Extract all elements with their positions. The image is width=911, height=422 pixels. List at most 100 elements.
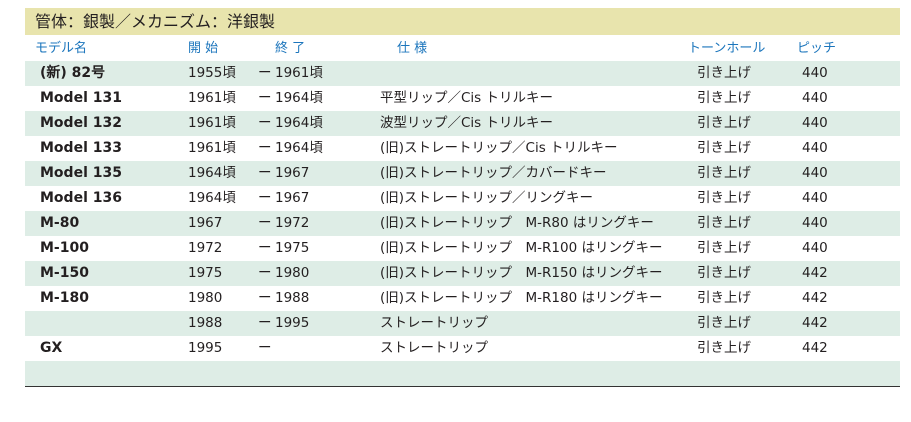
table-row: Model 131 1961頃 ー 1964頃 平型リップ／Cis トリルキー 引き上げ 4… bbox=[25, 86, 900, 111]
bottom-rule bbox=[25, 386, 900, 387]
cell-model: Model 136 bbox=[40, 190, 122, 206]
cell-start: 1972 bbox=[188, 240, 223, 256]
cell-model: Model 133 bbox=[40, 140, 122, 156]
cell-end: 1967 bbox=[275, 190, 310, 206]
cell-model: Model 135 bbox=[40, 165, 122, 181]
cell-tone: 引き上げ bbox=[697, 315, 751, 331]
cell-spec: (旧)ストレートリップ M-R80 はリングキー bbox=[380, 215, 654, 231]
cell-spec: (旧)ストレートリップ／リングキー bbox=[380, 190, 594, 206]
cell-pitch: 442 bbox=[802, 340, 828, 356]
cell-end: 1964頃 bbox=[275, 115, 323, 131]
cell-tone: 引き上げ bbox=[697, 290, 751, 306]
cell-dash: ー bbox=[258, 290, 272, 306]
cell-pitch: 440 bbox=[802, 215, 828, 231]
cell-start: 1980 bbox=[188, 290, 223, 306]
cell-dash: ー bbox=[258, 340, 272, 356]
cell-end: 1988 bbox=[275, 290, 310, 306]
cell-end: 1995 bbox=[275, 315, 310, 331]
header-tone: トーンホール bbox=[688, 41, 766, 56]
cell-dash: ー bbox=[258, 165, 272, 181]
cell-tone: 引き上げ bbox=[697, 115, 751, 131]
cell-tone: 引き上げ bbox=[697, 165, 751, 181]
cell-spec: 平型リップ／Cis トリルキー bbox=[380, 90, 554, 106]
cell-pitch: 440 bbox=[802, 140, 828, 156]
cell-dash: ー bbox=[258, 265, 272, 281]
cell-spec: ストレートリップ bbox=[380, 315, 488, 331]
cell-model: GX bbox=[40, 340, 63, 356]
cell-dash: ー bbox=[258, 90, 272, 106]
cell-pitch: 440 bbox=[802, 65, 828, 81]
cell-start: 1964頃 bbox=[188, 190, 236, 206]
cell-end: 1964頃 bbox=[275, 90, 323, 106]
cell-model: M-180 bbox=[40, 290, 89, 306]
cell-start: 1995 bbox=[188, 340, 223, 356]
cell-pitch: 442 bbox=[802, 265, 828, 281]
cell-tone: 引き上げ bbox=[697, 340, 751, 356]
cell-start: 1961頃 bbox=[188, 115, 236, 131]
cell-start: 1988 bbox=[188, 315, 223, 331]
cell-pitch: 442 bbox=[802, 290, 828, 306]
cell-start: 1975 bbox=[188, 265, 223, 281]
cell-model: (新) 82号 bbox=[40, 65, 106, 81]
cell-model: M-150 bbox=[40, 265, 89, 281]
header-spec: 仕 様 bbox=[397, 41, 428, 56]
cell-dash: ー bbox=[258, 215, 272, 231]
cell-pitch: 440 bbox=[802, 190, 828, 206]
table-row: Model 136 1964頃 ー 1967 (旧)ストレートリップ／リングキー 引き上げ… bbox=[25, 186, 900, 211]
table-header: モデル名 開 始 終 了 仕 様 トーンホール ピッチ bbox=[25, 38, 900, 60]
cell-spec: 波型リップ／Cis トリルキー bbox=[380, 115, 554, 131]
header-end: 終 了 bbox=[275, 41, 306, 56]
table-row: M-180 1980 ー 1988 (旧)ストレートリップ M-R180 はリングキー 引… bbox=[25, 286, 900, 311]
cell-pitch: 440 bbox=[802, 115, 828, 131]
cell-model: Model 131 bbox=[40, 90, 122, 106]
cell-tone: 引き上げ bbox=[697, 190, 751, 206]
header-start: 開 始 bbox=[188, 41, 219, 56]
cell-end: 1975 bbox=[275, 240, 310, 256]
cell-dash: ー bbox=[258, 240, 272, 256]
cell-model: M-100 bbox=[40, 240, 89, 256]
cell-model: Model 132 bbox=[40, 115, 122, 131]
cell-tone: 引き上げ bbox=[697, 240, 751, 256]
table-row: M-150 1975 ー 1980 (旧)ストレートリップ M-R150 はリングキー 引… bbox=[25, 261, 900, 286]
table-title: 管体：銀製／メカニズム：洋銀製 bbox=[25, 8, 900, 35]
cell-dash: ー bbox=[258, 315, 272, 331]
table-row: (新) 82号 1955頃 ー 1961頃 引き上げ 440 bbox=[25, 61, 900, 86]
cell-model: M-80 bbox=[40, 215, 80, 231]
cell-tone: 引き上げ bbox=[697, 265, 751, 281]
cell-end: 1961頃 bbox=[275, 65, 323, 81]
cell-end: 1972 bbox=[275, 215, 310, 231]
table-row bbox=[25, 361, 900, 386]
cell-pitch: 442 bbox=[802, 315, 828, 331]
cell-dash: ー bbox=[258, 115, 272, 131]
cell-start: 1961頃 bbox=[188, 140, 236, 156]
cell-end: 1967 bbox=[275, 165, 310, 181]
cell-end: 1964頃 bbox=[275, 140, 323, 156]
cell-spec: (旧)ストレートリップ／カバードキー bbox=[380, 165, 607, 181]
table-row: M-80 1967 ー 1972 (旧)ストレートリップ M-R80 はリングキー 引き上… bbox=[25, 211, 900, 236]
cell-spec: (旧)ストレートリップ M-R150 はリングキー bbox=[380, 265, 663, 281]
cell-tone: 引き上げ bbox=[697, 90, 751, 106]
cell-tone: 引き上げ bbox=[697, 65, 751, 81]
table-row: M-100 1972 ー 1975 (旧)ストレートリップ M-R100 はリングキー 引… bbox=[25, 236, 900, 261]
cell-dash: ー bbox=[258, 140, 272, 156]
table-row: GX 1995 ー ストレートリップ 引き上げ 442 bbox=[25, 336, 900, 361]
cell-end: 1980 bbox=[275, 265, 310, 281]
cell-tone: 引き上げ bbox=[697, 140, 751, 156]
cell-pitch: 440 bbox=[802, 240, 828, 256]
table-row: Model 135 1964頃 ー 1967 (旧)ストレートリップ／カバードキー 引き上… bbox=[25, 161, 900, 186]
cell-spec: (旧)ストレートリップ／Cis トリルキー bbox=[380, 140, 618, 156]
cell-start: 1964頃 bbox=[188, 165, 236, 181]
cell-dash: ー bbox=[258, 190, 272, 206]
cell-start: 1967 bbox=[188, 215, 223, 231]
header-model: モデル名 bbox=[35, 41, 88, 56]
cell-spec: (旧)ストレートリップ M-R100 はリングキー bbox=[380, 240, 663, 256]
cell-spec: ストレートリップ bbox=[380, 340, 488, 356]
cell-spec: (旧)ストレートリップ M-R180 はリングキー bbox=[380, 290, 663, 306]
table-body: (新) 82号 1955頃ー 1961頃 引き上げ 440 Model 131 1961頃ー… bbox=[25, 61, 900, 386]
cell-tone: 引き上げ bbox=[697, 215, 751, 231]
table-row: Model 133 1961頃 ー 1964頃 (旧)ストレートリップ／Cis トリルキ… bbox=[25, 136, 900, 161]
header-pitch: ピッチ bbox=[797, 41, 837, 56]
cell-start: 1961頃 bbox=[188, 90, 236, 106]
cell-dash: ー bbox=[258, 65, 272, 81]
table-row: 1988 ー 1995 ストレートリップ 引き上げ 442 bbox=[25, 311, 900, 336]
